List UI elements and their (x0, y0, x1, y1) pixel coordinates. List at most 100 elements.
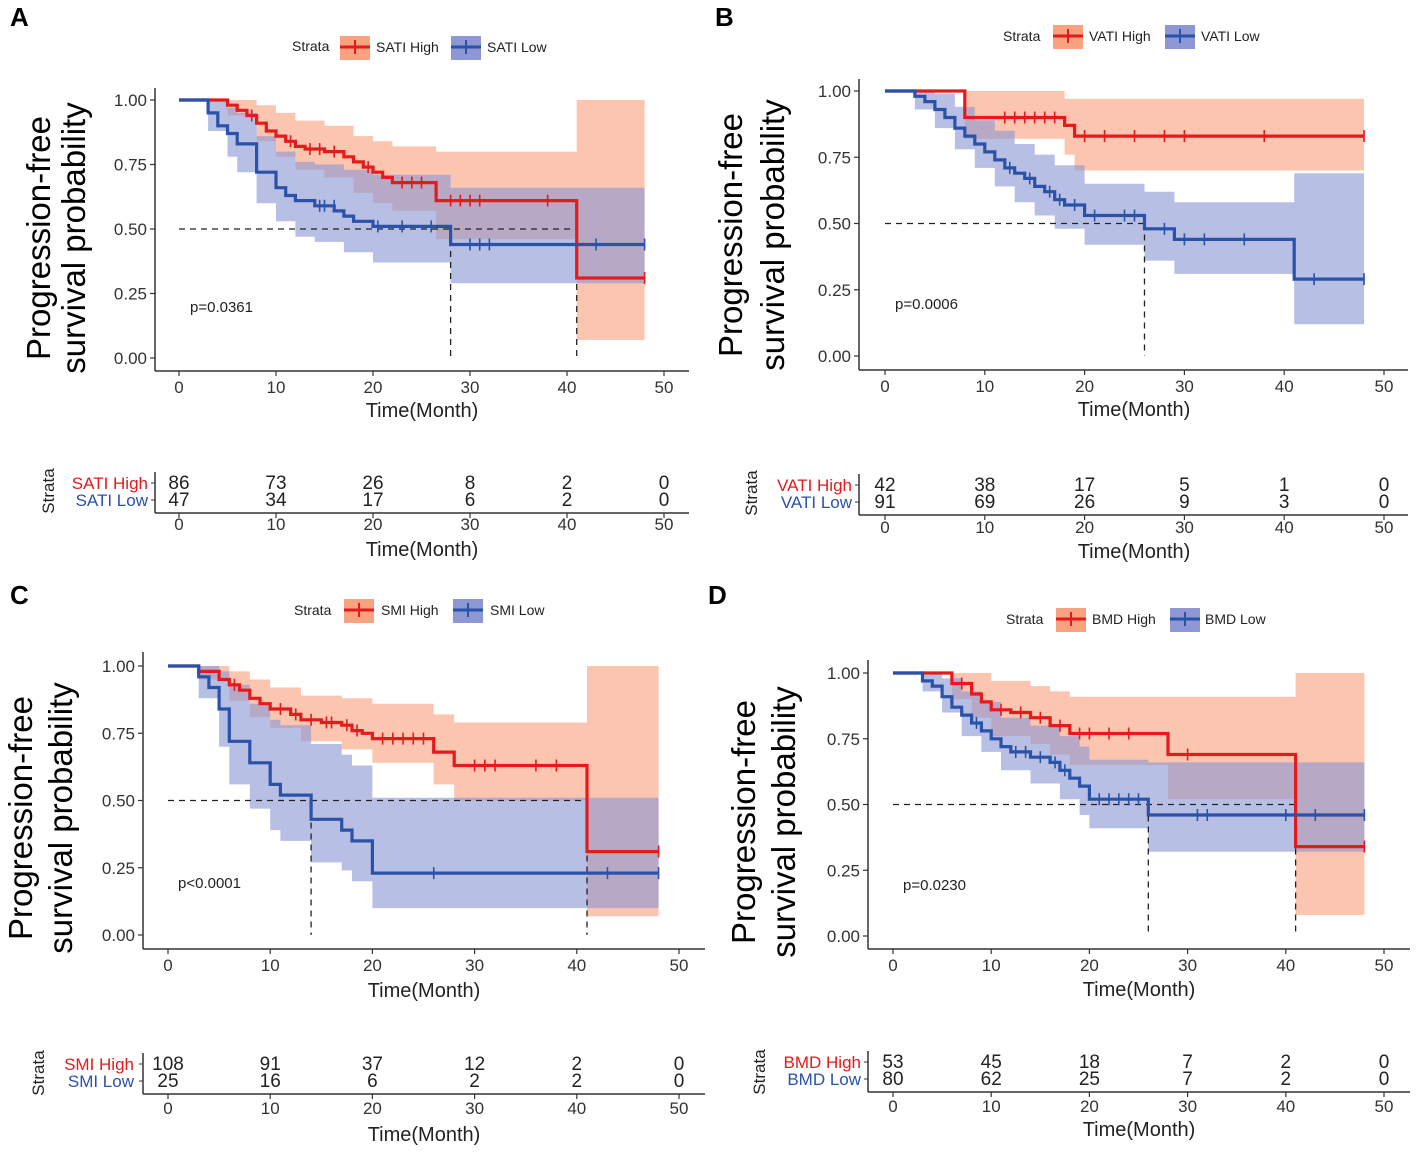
x-tick-label: 10 (982, 956, 1001, 975)
y-tick-label: 0.75 (114, 156, 147, 175)
y-tick-label: 0.50 (827, 796, 860, 815)
legend: Strata SATI High SATI Low (292, 36, 548, 60)
survival-curve-high (168, 664, 659, 854)
risk-count-low: 0 (1379, 492, 1390, 513)
y-tick-label: 0.25 (818, 281, 851, 300)
risk-count-high: 45 (981, 1052, 1002, 1073)
survival-plot: 0.00 0.25 0.50 0.75 1.00 0 10 20 30 40 50 (114, 88, 689, 397)
y-tick-label: 0.50 (114, 220, 147, 239)
risk-count-low: 0 (1379, 1069, 1390, 1090)
legend-title: Strata (1003, 28, 1041, 44)
y-tick-label: 0.25 (827, 861, 860, 880)
y-tick-label: 0.75 (102, 724, 135, 743)
risk-count-high: 37 (362, 1054, 383, 1075)
x-tick-label: 40 (1275, 377, 1294, 396)
x-axis-title: Time(Month) (368, 980, 481, 1002)
panel-d: D Strata BMD High BMD Low Progression-fr… (708, 580, 1410, 1141)
y-tick-label: 0.75 (818, 148, 851, 167)
confidence-band-high (885, 91, 1364, 171)
risk-count-low: 2 (572, 1071, 583, 1092)
legend-title: Strata (294, 602, 332, 618)
y-tick-label: 1.00 (114, 91, 147, 110)
risk-count-high: 91 (260, 1054, 281, 1075)
panel-b: B Strata VATI High VATI Low Progression-… (712, 2, 1408, 563)
risk-count-high: 0 (1379, 475, 1390, 496)
y-tick-label: 0.25 (114, 285, 147, 304)
x-tick-label: 30 (1178, 956, 1197, 975)
risk-x-tick-label: 30 (461, 515, 480, 534)
y-tick-label: 1.00 (102, 657, 135, 676)
risk-count-high: 12 (464, 1054, 485, 1075)
risk-count-low: 6 (465, 490, 476, 511)
y-tick-label: 0.00 (827, 927, 860, 946)
legend-label-low: SMI Low (490, 602, 545, 618)
y-axis-title-line1: Progression-free (2, 696, 39, 940)
panel-letter-a: A (10, 2, 29, 32)
risk-count-high: 108 (152, 1054, 184, 1075)
y-tick-label: 0.25 (102, 859, 135, 878)
risk-count-low: 34 (265, 490, 287, 511)
y-tick-label: 0.50 (102, 792, 135, 811)
legend-label-high: VATI High (1089, 28, 1151, 44)
risk-count-low: 69 (974, 492, 995, 513)
legend-label-low: SATI Low (487, 39, 548, 55)
y-tick-label: 0.50 (818, 215, 851, 234)
survival-curve-low (179, 98, 645, 247)
risk-label-low: BMD Low (787, 1070, 861, 1089)
risk-count-low: 17 (362, 490, 383, 511)
risk-label-high: SMI High (64, 1055, 134, 1074)
risk-x-axis-title: Time(Month) (366, 539, 479, 561)
legend-title: Strata (1006, 611, 1044, 627)
risk-table: Strata VATI High VATI Low 42910386910172… (742, 470, 1408, 563)
panel-a: A Strata SATI High SATI Low Progression-… (10, 2, 689, 561)
risk-x-tick-label: 40 (558, 515, 577, 534)
panel-letter-c: C (10, 580, 29, 610)
y-tick-label: 0.00 (818, 347, 851, 366)
risk-x-tick-label: 20 (1080, 1097, 1099, 1116)
risk-count-high: 0 (674, 1054, 685, 1075)
x-tick-label: 50 (670, 956, 689, 975)
x-axis-title: Time(Month) (1078, 399, 1191, 421)
risk-count-low: 7 (1182, 1069, 1193, 1090)
confidence-band-low (179, 100, 645, 284)
x-tick-label: 20 (1075, 377, 1094, 396)
y-tick-label: 0.75 (827, 730, 860, 749)
legend-label-high: SATI High (376, 39, 439, 55)
risk-table-strata-title: Strata (742, 470, 761, 516)
y-axis-title-line1: Progression-free (725, 700, 762, 944)
legend-label-low: BMD Low (1205, 611, 1267, 627)
x-tick-label: 20 (364, 378, 383, 397)
y-tick-label: 0.00 (102, 926, 135, 945)
x-axis-title: Time(Month) (366, 400, 479, 422)
risk-x-tick-label: 40 (1275, 518, 1294, 537)
risk-count-low: 2 (1281, 1069, 1292, 1090)
x-tick-label: 0 (174, 378, 183, 397)
p-value: p=0.0230 (903, 877, 966, 894)
risk-count-low: 25 (1079, 1069, 1100, 1090)
risk-count-high: 86 (168, 473, 189, 494)
x-tick-label: 10 (267, 378, 286, 397)
risk-x-tick-label: 50 (655, 515, 674, 534)
legend: Strata SMI High SMI Low (294, 599, 545, 623)
survival-plot: 0.00 0.25 0.50 0.75 1.00 0 10 20 30 40 50 (102, 652, 705, 975)
risk-table: Strata SATI High SATI Low 86470733410261… (39, 468, 689, 561)
x-tick-label: 40 (558, 378, 577, 397)
survival-plot: 0.00 0.25 0.50 0.75 1.00 0 10 20 30 40 50 (818, 79, 1408, 396)
risk-label-high: BMD High (784, 1053, 861, 1072)
risk-label-low: SATI Low (76, 491, 149, 510)
risk-x-tick-label: 50 (1375, 1097, 1394, 1116)
x-axis-title: Time(Month) (1083, 979, 1196, 1001)
survival-curve-high (179, 98, 645, 280)
y-axis-title-line1: Progression-free (712, 113, 749, 357)
legend-label-high: SMI High (381, 602, 439, 618)
risk-x-tick-label: 40 (1276, 1097, 1295, 1116)
survival-plot: 0.00 0.25 0.50 0.75 1.00 0 10 20 30 40 50 (827, 660, 1410, 975)
risk-x-tick-label: 10 (975, 518, 994, 537)
risk-count-low: 80 (882, 1069, 903, 1090)
x-tick-label: 10 (975, 377, 994, 396)
risk-count-low: 0 (659, 490, 670, 511)
risk-count-high: 2 (1281, 1052, 1292, 1073)
